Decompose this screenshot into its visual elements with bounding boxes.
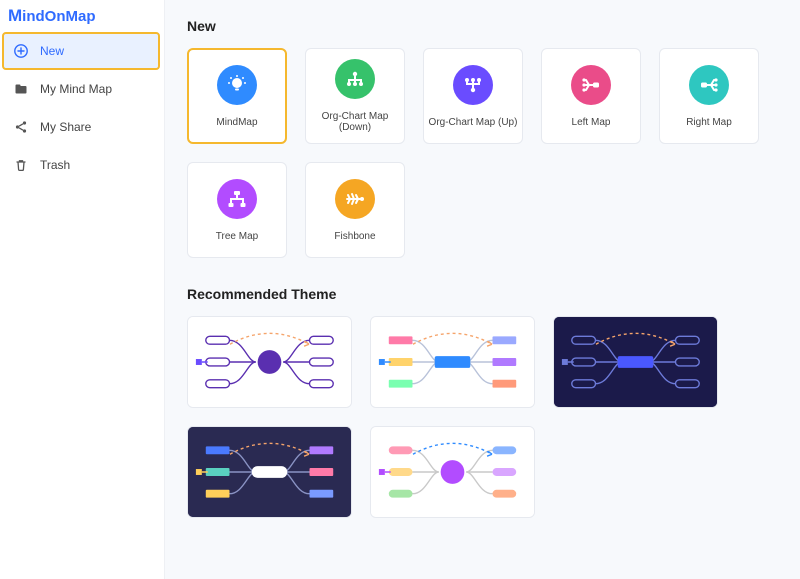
bulb-icon bbox=[217, 65, 257, 105]
template-card-label: Fishbone bbox=[330, 231, 379, 242]
template-card-org-chart-map-up-[interactable]: Org-Chart Map (Up) bbox=[423, 48, 523, 144]
sidebar: New My Mind Map My Share Trash bbox=[0, 0, 165, 579]
theme-card-light-pastel-circle[interactable] bbox=[370, 426, 535, 518]
template-card-label: Org-Chart Map (Down) bbox=[306, 111, 404, 133]
plus-circle-icon bbox=[14, 44, 28, 58]
brand-logo-text: indOnMap bbox=[22, 8, 95, 25]
sidebar-item-my-mind-map[interactable]: My Mind Map bbox=[0, 70, 164, 108]
sidebar-item-label: My Share bbox=[40, 120, 91, 134]
tree-map-icon bbox=[217, 179, 257, 219]
template-grid: MindMap Org-Chart Map (Down) Org-Chart Map… bbox=[187, 48, 778, 258]
sidebar-item-new[interactable]: New bbox=[2, 32, 160, 70]
theme-card-dark-indigo-bars[interactable] bbox=[187, 426, 352, 518]
app-root: New My Mind Map My Share Trash New MindMap O… bbox=[0, 0, 800, 579]
theme-grid bbox=[187, 316, 778, 518]
trash-icon bbox=[14, 158, 28, 172]
template-card-label: Tree Map bbox=[212, 231, 262, 242]
section-title-new: New bbox=[187, 18, 778, 34]
section-title-recommended: Recommended Theme bbox=[187, 286, 778, 302]
template-card-label: Org-Chart Map (Up) bbox=[425, 117, 522, 128]
theme-card-dark-navy[interactable] bbox=[553, 316, 718, 408]
template-card-label: Left Map bbox=[568, 117, 615, 128]
left-map-icon bbox=[571, 65, 611, 105]
sidebar-item-my-share[interactable]: My Share bbox=[0, 108, 164, 146]
template-card-right-map[interactable]: Right Map bbox=[659, 48, 759, 144]
template-card-left-map[interactable]: Left Map bbox=[541, 48, 641, 144]
theme-card-light-purple[interactable] bbox=[187, 316, 352, 408]
sidebar-item-label: My Mind Map bbox=[40, 82, 112, 96]
folder-icon bbox=[14, 82, 28, 96]
main-content: New MindMap Org-Chart Map (Down) Org-Chart… bbox=[165, 0, 800, 579]
brand-logo: MindOnMap bbox=[8, 6, 96, 26]
template-card-label: MindMap bbox=[212, 117, 261, 128]
share-icon bbox=[14, 120, 28, 134]
org-down-icon bbox=[335, 59, 375, 99]
template-card-org-chart-map-down-[interactable]: Org-Chart Map (Down) bbox=[305, 48, 405, 144]
sidebar-item-trash[interactable]: Trash bbox=[0, 146, 164, 184]
template-card-mindmap[interactable]: MindMap bbox=[187, 48, 287, 144]
template-card-tree-map[interactable]: Tree Map bbox=[187, 162, 287, 258]
brand-logo-mark: M bbox=[8, 6, 22, 25]
right-map-icon bbox=[689, 65, 729, 105]
template-card-label: Right Map bbox=[682, 117, 736, 128]
sidebar-item-label: New bbox=[40, 44, 64, 58]
theme-card-light-rainbow-bars[interactable] bbox=[370, 316, 535, 408]
template-card-fishbone[interactable]: Fishbone bbox=[305, 162, 405, 258]
org-up-icon bbox=[453, 65, 493, 105]
sidebar-item-label: Trash bbox=[40, 158, 70, 172]
fishbone-icon bbox=[335, 179, 375, 219]
